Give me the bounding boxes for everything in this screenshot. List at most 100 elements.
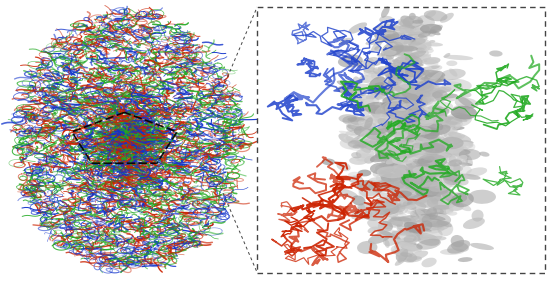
Ellipse shape <box>383 151 400 161</box>
Ellipse shape <box>372 86 389 94</box>
Ellipse shape <box>425 167 436 170</box>
Ellipse shape <box>389 117 402 123</box>
Ellipse shape <box>413 234 424 242</box>
Ellipse shape <box>393 119 414 128</box>
Ellipse shape <box>373 67 384 75</box>
Ellipse shape <box>381 101 399 111</box>
Ellipse shape <box>399 100 409 105</box>
Ellipse shape <box>358 188 379 199</box>
Ellipse shape <box>427 195 457 210</box>
Ellipse shape <box>401 173 422 181</box>
Ellipse shape <box>396 251 406 255</box>
Ellipse shape <box>357 138 362 141</box>
Ellipse shape <box>450 172 465 180</box>
Ellipse shape <box>396 178 418 188</box>
Ellipse shape <box>381 198 392 203</box>
Ellipse shape <box>416 110 429 118</box>
Ellipse shape <box>366 131 387 140</box>
Ellipse shape <box>345 129 366 135</box>
Ellipse shape <box>346 125 362 130</box>
Ellipse shape <box>353 141 365 148</box>
Ellipse shape <box>409 202 426 210</box>
Ellipse shape <box>388 145 416 158</box>
Ellipse shape <box>398 198 408 204</box>
Ellipse shape <box>405 241 416 247</box>
Ellipse shape <box>356 61 372 68</box>
Ellipse shape <box>352 76 360 87</box>
Ellipse shape <box>423 167 431 179</box>
Ellipse shape <box>452 136 462 146</box>
Ellipse shape <box>405 51 426 60</box>
Ellipse shape <box>397 119 412 130</box>
Ellipse shape <box>384 34 398 40</box>
Ellipse shape <box>378 163 398 167</box>
Ellipse shape <box>389 205 402 213</box>
Ellipse shape <box>411 63 424 67</box>
Ellipse shape <box>385 77 390 80</box>
Ellipse shape <box>413 146 421 154</box>
Ellipse shape <box>427 102 432 105</box>
Ellipse shape <box>393 189 416 197</box>
Ellipse shape <box>388 197 408 206</box>
Ellipse shape <box>410 114 420 122</box>
Ellipse shape <box>431 123 451 128</box>
Ellipse shape <box>418 215 430 221</box>
Ellipse shape <box>409 214 424 222</box>
Ellipse shape <box>405 251 428 261</box>
Ellipse shape <box>393 214 406 217</box>
Ellipse shape <box>415 102 435 112</box>
Ellipse shape <box>375 135 395 143</box>
Ellipse shape <box>408 62 416 67</box>
Ellipse shape <box>413 166 435 176</box>
Ellipse shape <box>387 183 399 192</box>
Ellipse shape <box>431 169 446 177</box>
Ellipse shape <box>418 154 447 169</box>
Ellipse shape <box>358 120 374 129</box>
Ellipse shape <box>349 157 368 165</box>
Ellipse shape <box>440 137 463 149</box>
Ellipse shape <box>410 26 420 33</box>
Ellipse shape <box>398 75 412 82</box>
Ellipse shape <box>449 203 463 210</box>
Ellipse shape <box>397 242 405 250</box>
Ellipse shape <box>388 101 406 108</box>
Ellipse shape <box>413 159 433 169</box>
Ellipse shape <box>387 122 398 130</box>
Ellipse shape <box>390 205 408 215</box>
Ellipse shape <box>439 69 466 80</box>
Ellipse shape <box>386 175 399 183</box>
Ellipse shape <box>424 87 430 91</box>
Ellipse shape <box>421 147 435 156</box>
Ellipse shape <box>403 89 415 94</box>
Ellipse shape <box>403 103 421 108</box>
Ellipse shape <box>444 161 451 166</box>
Ellipse shape <box>379 170 395 184</box>
Ellipse shape <box>391 185 404 193</box>
Ellipse shape <box>408 41 421 47</box>
Ellipse shape <box>411 154 425 160</box>
Ellipse shape <box>394 194 414 201</box>
Ellipse shape <box>455 122 463 129</box>
Ellipse shape <box>449 126 456 133</box>
Ellipse shape <box>369 76 385 90</box>
Ellipse shape <box>424 10 447 21</box>
Ellipse shape <box>394 184 400 187</box>
Ellipse shape <box>420 33 432 38</box>
Ellipse shape <box>449 151 466 158</box>
Ellipse shape <box>395 100 411 110</box>
Ellipse shape <box>375 115 388 123</box>
Ellipse shape <box>387 126 395 130</box>
Ellipse shape <box>442 93 458 101</box>
Ellipse shape <box>396 138 409 146</box>
Ellipse shape <box>400 145 415 160</box>
Ellipse shape <box>405 209 415 214</box>
Ellipse shape <box>440 248 465 255</box>
Ellipse shape <box>415 135 431 143</box>
Ellipse shape <box>434 107 448 122</box>
Ellipse shape <box>415 186 439 198</box>
Ellipse shape <box>390 71 407 81</box>
Ellipse shape <box>435 78 446 83</box>
Ellipse shape <box>363 107 372 115</box>
Ellipse shape <box>458 257 472 262</box>
Ellipse shape <box>409 190 416 200</box>
